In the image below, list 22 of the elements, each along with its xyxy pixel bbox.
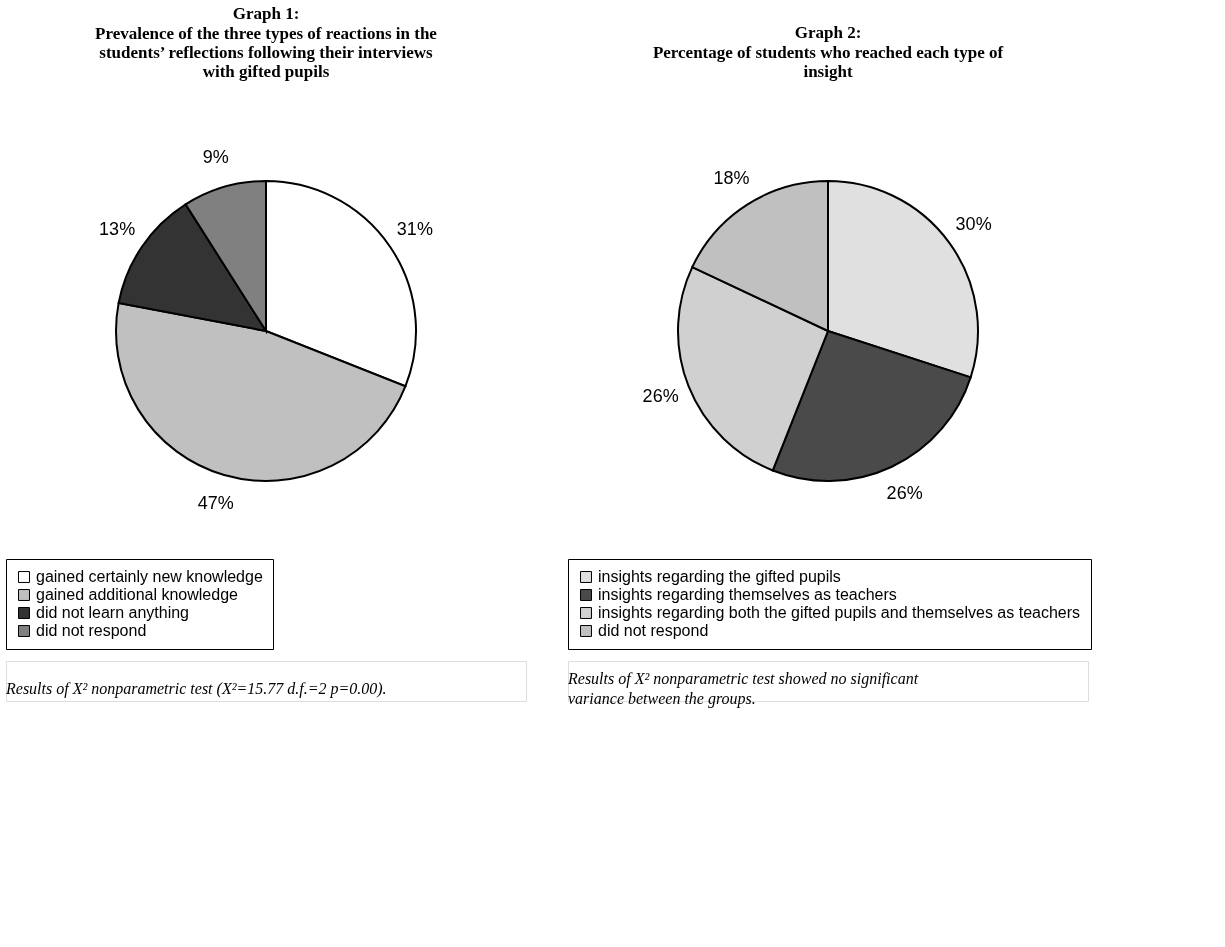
data-label: 47%	[197, 492, 234, 513]
data-label: 26%	[642, 386, 679, 407]
data-label: 31%	[396, 218, 433, 239]
data-label: 9%	[202, 147, 229, 168]
text: Results of X² nonparametric test (X²=15.77 d.f.=2 p=0.00).	[5, 680, 387, 698]
legend-label: insights regarding themselves as teachers	[598, 586, 897, 603]
legend-label: insights regarding the gifted pupils	[598, 568, 841, 585]
chart-title: Graph 2:	[794, 23, 862, 42]
data-label: 18%	[713, 168, 750, 189]
data-label: 26%	[886, 482, 923, 503]
text: Results of X² nonparametric test showed no significant variance between the groups.	[567, 670, 919, 708]
legend-label: gained certainly new knowledge	[36, 568, 263, 585]
legend-label: gained additional knowledge	[36, 586, 239, 603]
legend-label: did not respond	[36, 622, 147, 639]
legend-label: insights regarding both the gifted pupils and themselves as teachers	[598, 604, 1081, 621]
legend-label: did not respond	[598, 622, 709, 639]
chart-subtitle: Percentage of students who reached each type of insight	[652, 43, 1004, 81]
chart-title: Graph 1:	[232, 4, 300, 23]
data-label: 13%	[99, 218, 136, 239]
chart-subtitle: Prevalence of the three types of reactions in the students’ reflections following their interviews with gifted pupils	[95, 24, 438, 81]
legend-label: did not learn anything	[36, 604, 189, 621]
data-label: 30%	[955, 214, 992, 235]
